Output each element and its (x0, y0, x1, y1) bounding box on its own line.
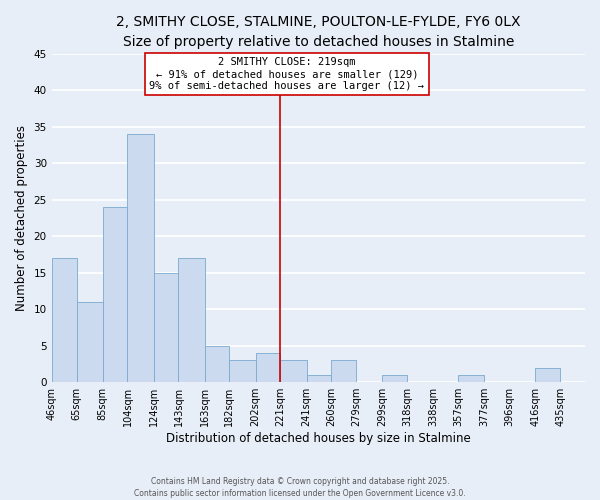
Text: Contains HM Land Registry data © Crown copyright and database right 2025.
Contai: Contains HM Land Registry data © Crown c… (134, 476, 466, 498)
Bar (229, 360, 256, 382)
Bar (103, 207, 127, 382)
Bar (154, 273, 178, 382)
Bar (127, 134, 154, 382)
Bar (205, 346, 229, 382)
Y-axis label: Number of detached properties: Number of detached properties (15, 125, 28, 311)
Bar (382, 375, 407, 382)
Bar (535, 368, 560, 382)
Text: 2 SMITHY CLOSE: 219sqm
← 91% of detached houses are smaller (129)
9% of semi-det: 2 SMITHY CLOSE: 219sqm ← 91% of detached… (149, 58, 424, 90)
Bar (77, 302, 103, 382)
Bar (256, 353, 280, 382)
Bar (52, 258, 77, 382)
Bar (280, 360, 307, 382)
Bar (331, 360, 356, 382)
Bar (178, 258, 205, 382)
X-axis label: Distribution of detached houses by size in Stalmine: Distribution of detached houses by size … (166, 432, 471, 445)
Title: 2, SMITHY CLOSE, STALMINE, POULTON-LE-FYLDE, FY6 0LX
Size of property relative t: 2, SMITHY CLOSE, STALMINE, POULTON-LE-FY… (116, 15, 521, 48)
Bar (458, 375, 484, 382)
Bar (307, 375, 331, 382)
